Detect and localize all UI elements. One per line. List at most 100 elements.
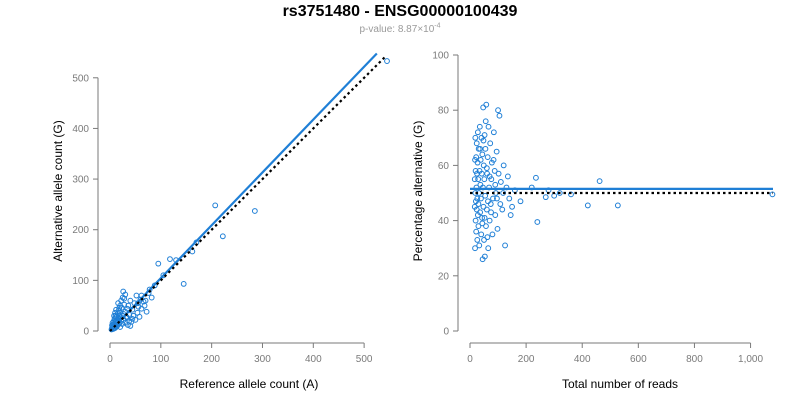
right-data-point — [491, 168, 498, 174]
right-x-tick-label: 0 — [467, 354, 473, 365]
right-data-point — [481, 176, 488, 183]
left-y-tick-label: 100 — [72, 276, 89, 287]
right-points-group — [471, 101, 776, 263]
right-y-tick-label: 0 — [443, 327, 449, 338]
right-data-point — [480, 162, 487, 169]
right-data-point — [500, 190, 507, 196]
left-data-point — [129, 315, 136, 322]
right-data-point — [483, 206, 490, 213]
left-data-point — [117, 324, 124, 330]
right-data-point — [472, 168, 479, 174]
right-data-point — [614, 202, 621, 209]
right-data-point — [493, 148, 500, 155]
right-data-point — [497, 201, 504, 207]
left-data-point — [251, 208, 258, 214]
p-value-subtitle: p-value: 8.87×10-4 — [0, 23, 800, 35]
left-data-point — [113, 306, 119, 313]
left-x-tick-label: 400 — [305, 354, 322, 365]
left-data-point — [125, 302, 132, 309]
right-data-point — [474, 237, 481, 243]
right-x-axis-title: Total number of reads — [562, 377, 678, 391]
left-data-point — [138, 305, 145, 312]
right-data-point — [584, 202, 591, 209]
left-data-point — [180, 281, 187, 287]
left-y-tick-label: 0 — [83, 327, 89, 338]
right-data-point — [483, 223, 489, 230]
right-data-point — [507, 212, 514, 218]
left-y-tick-label: 300 — [72, 175, 89, 186]
right-data-point — [474, 212, 481, 218]
right-data-point — [486, 173, 493, 180]
left-reference-line — [109, 56, 386, 332]
right-x-tick-label: 800 — [686, 354, 703, 365]
right-data-point — [477, 181, 484, 188]
right-data-point — [485, 123, 492, 130]
left-x-tick-label: 200 — [203, 354, 220, 365]
right-data-point — [556, 190, 563, 196]
p-value-prefix: p-value: — [359, 24, 398, 35]
right-data-point — [473, 154, 480, 161]
left-y-tick-label: 500 — [72, 73, 89, 84]
right-data-point — [533, 174, 539, 181]
right-data-point — [475, 176, 482, 183]
right-data-point — [476, 123, 483, 130]
left-y-axis-title: Alternative allele count (G) — [51, 120, 65, 261]
right-data-point — [769, 191, 776, 198]
right-data-point — [504, 173, 511, 180]
left-x-tick-label: 300 — [254, 354, 271, 365]
right-data-point — [484, 234, 491, 241]
right-data-point — [478, 231, 485, 238]
right-data-point — [471, 176, 478, 183]
left-data-point — [142, 297, 149, 304]
right-data-point — [481, 214, 488, 221]
right-data-point — [506, 195, 513, 202]
right-data-point — [483, 101, 490, 108]
left-data-point — [219, 233, 226, 240]
right-data-point — [485, 198, 491, 205]
right-data-point — [482, 192, 489, 199]
right-data-point — [502, 242, 508, 249]
right-data-point — [474, 195, 481, 202]
left-data-point — [167, 256, 173, 262]
right-data-point — [490, 195, 496, 202]
right-data-point — [481, 237, 487, 243]
right-data-point — [497, 179, 504, 185]
right-data-point — [472, 134, 479, 141]
right-data-point — [481, 132, 488, 138]
right-data-point — [473, 228, 480, 235]
right-data-point — [534, 219, 541, 225]
right-data-point — [483, 165, 490, 172]
right-data-point — [482, 118, 489, 125]
left-data-point — [121, 295, 128, 302]
right-x-tick-label: 600 — [630, 354, 647, 365]
left-data-point — [143, 308, 150, 315]
p-value-mantissa: 8.87 — [397, 24, 418, 35]
right-x-tick-label: 200 — [518, 354, 535, 365]
right-data-point — [494, 195, 500, 202]
left-data-point — [127, 297, 134, 304]
right-data-point — [489, 231, 496, 238]
left-data-point — [132, 316, 139, 323]
right-data-point — [482, 145, 489, 152]
left-data-point — [115, 300, 122, 307]
right-data-point — [509, 203, 515, 210]
right-data-point — [486, 217, 493, 224]
left-x-axis-title: Reference allele count (A) — [180, 377, 319, 391]
right-y-tick-label: 20 — [438, 271, 450, 282]
right-data-point — [485, 245, 492, 252]
right-data-point — [490, 156, 497, 163]
right-data-point — [494, 225, 501, 232]
left-data-point — [384, 58, 390, 64]
right-data-point — [474, 129, 481, 136]
left-x-tick-label: 0 — [107, 354, 113, 365]
right-y-tick-label: 80 — [438, 106, 450, 117]
right-data-point — [500, 162, 507, 169]
left-y-tick-label: 400 — [72, 124, 89, 135]
left-data-point — [120, 288, 127, 295]
right-data-point — [480, 104, 487, 111]
right-data-point — [476, 242, 483, 249]
left-data-point — [108, 326, 115, 333]
right-data-point — [479, 220, 486, 227]
